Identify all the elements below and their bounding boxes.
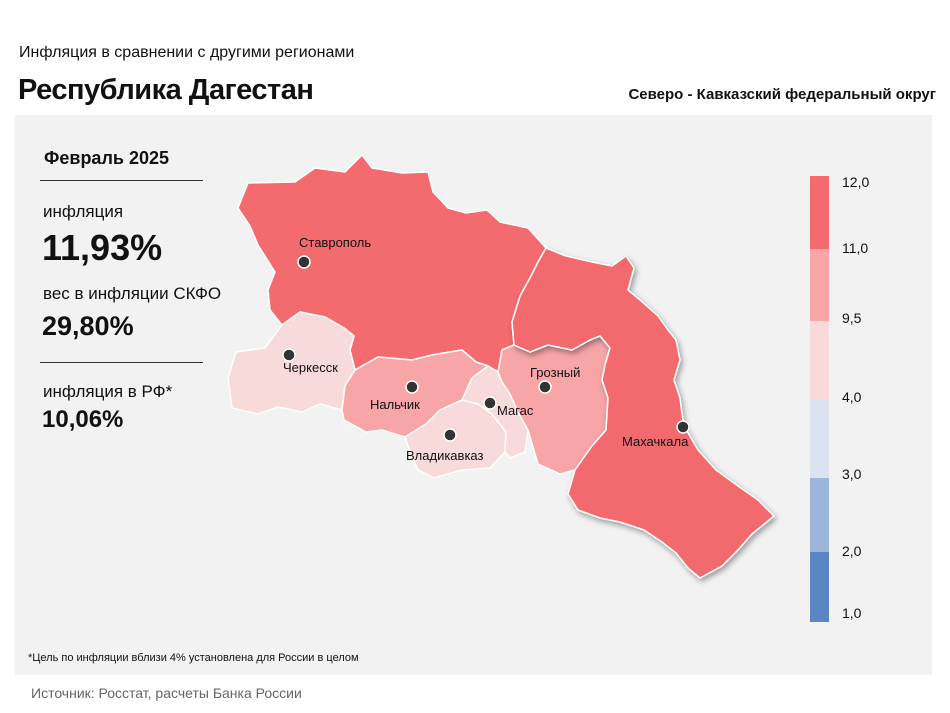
legend-tick-7: 1,0: [842, 605, 862, 621]
chart-subtitle: Инфляция в сравнении с другими регионами: [19, 44, 355, 61]
city-label-vladikavkaz: Владикавказ: [406, 448, 484, 463]
inflation-label: инфляция: [43, 202, 124, 221]
legend-tick-1: 12,0: [842, 174, 870, 190]
period-label: Февраль 2025: [44, 148, 169, 168]
city-label-stavropol: Ставрополь: [299, 235, 371, 250]
inflation-value: 11,93%: [42, 227, 163, 268]
city-label-magas: Магас: [497, 403, 534, 418]
city-dot-nalchik: [405, 380, 419, 394]
legend-tick-4: 4,0: [842, 389, 862, 405]
legend-tick-3: 9,5: [842, 310, 862, 326]
legend-swatch-1: [810, 176, 829, 249]
divider-top: [40, 180, 203, 181]
rf-inflation-label: инфляция в РФ*: [43, 382, 173, 401]
source-note: Источник: Росстат, расчеты Банка России: [31, 685, 302, 701]
district-name: Северо - Кавказский федеральный округ: [628, 86, 936, 103]
city-label-grozny: Грозный: [530, 365, 580, 380]
city-dot-cherkessk: [282, 348, 296, 362]
rf-inflation-value: 10,06%: [42, 406, 124, 433]
weight-label: вес в инфляции СКФО: [43, 284, 222, 303]
legend-swatch-2: [810, 249, 829, 321]
city-dot-grozny: [538, 380, 552, 394]
legend-tick-2: 11,0: [842, 240, 869, 256]
region-kchr: [227, 311, 356, 415]
legend-swatch-5: [810, 478, 829, 552]
city-dot-magas: [483, 396, 497, 410]
city-label-nalchik: Нальчик: [370, 397, 420, 412]
footnote: *Цель по инфляции вблизи 4% установлена …: [28, 652, 359, 664]
city-label-cherkessk: Черкесск: [283, 360, 338, 375]
region-dagestan: [511, 247, 775, 579]
legend-swatch-6: [810, 552, 829, 622]
city-dot-makhachkala: [676, 420, 690, 434]
legend-tick-6: 2,0: [842, 543, 862, 559]
weight-value: 29,80%: [42, 311, 134, 341]
city-label-makhachkala: Махачкала: [622, 434, 689, 449]
legend-tick-5: 3,0: [842, 466, 862, 482]
divider-bottom: [40, 362, 203, 363]
city-dot-stavropol: [297, 255, 311, 269]
page-title: Республика Дагестан: [18, 74, 314, 106]
legend-swatch-4: [810, 400, 829, 478]
city-dot-vladikavkaz: [443, 428, 457, 442]
legend-swatch-3: [810, 321, 829, 400]
